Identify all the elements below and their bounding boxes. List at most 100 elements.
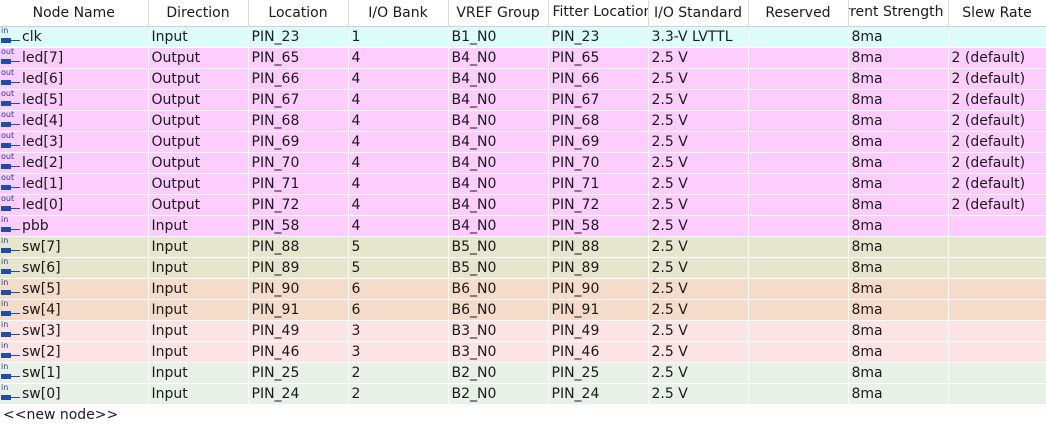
vref-group-cell[interactable]: B4_N0 xyxy=(448,89,549,111)
node-name-cell[interactable]: out led[1] xyxy=(0,173,149,195)
fitter-location-cell[interactable]: PIN_70 xyxy=(548,152,649,174)
current-strength-cell[interactable]: 8ma xyxy=(848,383,949,405)
reserved-cell[interactable] xyxy=(748,320,849,342)
fitter-location-cell[interactable]: PIN_46 xyxy=(548,341,649,363)
io-standard-cell[interactable]: 3.3-V LVTTL xyxy=(648,26,749,48)
location-cell[interactable]: PIN_90 xyxy=(248,278,349,300)
current-strength-cell[interactable]: 8ma xyxy=(848,173,949,195)
node-name-cell[interactable]: in sw[7] xyxy=(0,236,149,258)
direction-cell[interactable]: Input xyxy=(148,362,249,384)
column-header-reserved[interactable]: Reserved xyxy=(748,0,849,27)
pin-row[interactable]: in sw[7] Input PIN_88 5 B5_N0 PIN_88 2.5 V 8ma xyxy=(0,236,1046,258)
fitter-location-cell[interactable]: PIN_66 xyxy=(548,68,649,90)
location-cell[interactable]: PIN_70 xyxy=(248,152,349,174)
fitter-location-cell[interactable]: PIN_67 xyxy=(548,89,649,111)
node-name-cell[interactable]: out led[4] xyxy=(0,110,149,132)
current-strength-cell[interactable]: 8ma xyxy=(848,236,949,258)
node-name-cell[interactable]: out led[5] xyxy=(0,89,149,111)
vref-group-cell[interactable]: B4_N0 xyxy=(448,173,549,195)
reserved-cell[interactable] xyxy=(748,131,849,153)
new-node-empty-cell[interactable] xyxy=(648,404,749,426)
current-strength-cell[interactable]: 8ma xyxy=(848,47,949,69)
io-standard-cell[interactable]: 2.5 V xyxy=(648,299,749,321)
slew-rate-cell[interactable] xyxy=(948,236,1046,258)
location-cell[interactable]: PIN_69 xyxy=(248,131,349,153)
column-header-slew-rate[interactable]: Slew Rate xyxy=(948,0,1046,27)
slew-rate-cell[interactable] xyxy=(948,215,1046,237)
pin-row[interactable]: out led[7] Output PIN_65 4 B4_N0 PIN_65 2.5 V 8m… xyxy=(0,47,1046,69)
node-name-cell[interactable]: in sw[6] xyxy=(0,257,149,279)
location-cell[interactable]: PIN_91 xyxy=(248,299,349,321)
reserved-cell[interactable] xyxy=(748,236,849,258)
vref-group-cell[interactable]: B4_N0 xyxy=(448,152,549,174)
io-bank-cell[interactable]: 1 xyxy=(348,26,449,48)
current-strength-cell[interactable]: 8ma xyxy=(848,320,949,342)
io-standard-cell[interactable]: 2.5 V xyxy=(648,362,749,384)
direction-cell[interactable]: Input xyxy=(148,236,249,258)
location-cell[interactable]: PIN_23 xyxy=(248,26,349,48)
reserved-cell[interactable] xyxy=(748,26,849,48)
pin-row[interactable]: out led[2] Output PIN_70 4 B4_N0 PIN_70 2.5 V 8m… xyxy=(0,152,1046,174)
io-standard-cell[interactable]: 2.5 V xyxy=(648,173,749,195)
current-strength-cell[interactable]: 8ma xyxy=(848,299,949,321)
reserved-cell[interactable] xyxy=(748,152,849,174)
pin-row[interactable]: in sw[4] Input PIN_91 6 B6_N0 PIN_91 2.5 V 8ma xyxy=(0,299,1046,321)
direction-cell[interactable]: Output xyxy=(148,194,249,216)
current-strength-cell[interactable]: 8ma xyxy=(848,26,949,48)
new-node-empty-cell[interactable] xyxy=(948,404,1046,426)
fitter-location-cell[interactable]: PIN_91 xyxy=(548,299,649,321)
io-bank-cell[interactable]: 2 xyxy=(348,362,449,384)
location-cell[interactable]: PIN_46 xyxy=(248,341,349,363)
column-header-io-bank[interactable]: I/O Bank xyxy=(348,0,449,27)
slew-rate-cell[interactable]: 2 (default) xyxy=(948,152,1046,174)
fitter-location-cell[interactable]: PIN_49 xyxy=(548,320,649,342)
new-node-empty-cell[interactable] xyxy=(548,404,649,426)
vref-group-cell[interactable]: B6_N0 xyxy=(448,278,549,300)
new-node-empty-cell[interactable] xyxy=(748,404,849,426)
direction-cell[interactable]: Output xyxy=(148,68,249,90)
io-standard-cell[interactable]: 2.5 V xyxy=(648,236,749,258)
fitter-location-cell[interactable]: PIN_88 xyxy=(548,236,649,258)
direction-cell[interactable]: Input xyxy=(148,341,249,363)
fitter-location-cell[interactable]: PIN_25 xyxy=(548,362,649,384)
reserved-cell[interactable] xyxy=(748,278,849,300)
slew-rate-cell[interactable]: 2 (default) xyxy=(948,89,1046,111)
reserved-cell[interactable] xyxy=(748,341,849,363)
reserved-cell[interactable] xyxy=(748,257,849,279)
pin-row[interactable]: in sw[6] Input PIN_89 5 B5_N0 PIN_89 2.5 V 8ma xyxy=(0,257,1046,279)
vref-group-cell[interactable]: B4_N0 xyxy=(448,131,549,153)
reserved-cell[interactable] xyxy=(748,299,849,321)
column-header-io-standard[interactable]: I/O Standard xyxy=(648,0,749,27)
slew-rate-cell[interactable]: 2 (default) xyxy=(948,194,1046,216)
pin-row[interactable]: out led[4] Output PIN_68 4 B4_N0 PIN_68 2.5 V 8m… xyxy=(0,110,1046,132)
column-header-direction[interactable]: Direction xyxy=(148,0,249,27)
column-header-fitter-location[interactable]: Fitter Location xyxy=(548,0,649,27)
current-strength-cell[interactable]: 8ma xyxy=(848,68,949,90)
io-bank-cell[interactable]: 5 xyxy=(348,257,449,279)
pin-row[interactable]: in clk Input PIN_23 1 B1_N0 PIN_23 3.3-V LVTTL 8… xyxy=(0,26,1046,48)
slew-rate-cell[interactable] xyxy=(948,362,1046,384)
vref-group-cell[interactable]: B2_N0 xyxy=(448,362,549,384)
reserved-cell[interactable] xyxy=(748,173,849,195)
io-bank-cell[interactable]: 4 xyxy=(348,194,449,216)
vref-group-cell[interactable]: B4_N0 xyxy=(448,47,549,69)
current-strength-cell[interactable]: 8ma xyxy=(848,89,949,111)
fitter-location-cell[interactable]: PIN_72 xyxy=(548,194,649,216)
io-bank-cell[interactable]: 4 xyxy=(348,215,449,237)
location-cell[interactable]: PIN_89 xyxy=(248,257,349,279)
slew-rate-cell[interactable]: 2 (default) xyxy=(948,131,1046,153)
new-node-empty-cell[interactable] xyxy=(148,404,249,426)
io-standard-cell[interactable]: 2.5 V xyxy=(648,47,749,69)
fitter-location-cell[interactable]: PIN_68 xyxy=(548,110,649,132)
node-name-cell[interactable]: in sw[4] xyxy=(0,299,149,321)
location-cell[interactable]: PIN_25 xyxy=(248,362,349,384)
node-name-cell[interactable]: out led[7] xyxy=(0,47,149,69)
fitter-location-cell[interactable]: PIN_89 xyxy=(548,257,649,279)
node-name-cell[interactable]: out led[2] xyxy=(0,152,149,174)
io-bank-cell[interactable]: 5 xyxy=(348,236,449,258)
vref-group-cell[interactable]: B3_N0 xyxy=(448,320,549,342)
node-name-cell[interactable]: in sw[3] xyxy=(0,320,149,342)
direction-cell[interactable]: Input xyxy=(148,320,249,342)
location-cell[interactable]: PIN_24 xyxy=(248,383,349,405)
direction-cell[interactable]: Output xyxy=(148,89,249,111)
